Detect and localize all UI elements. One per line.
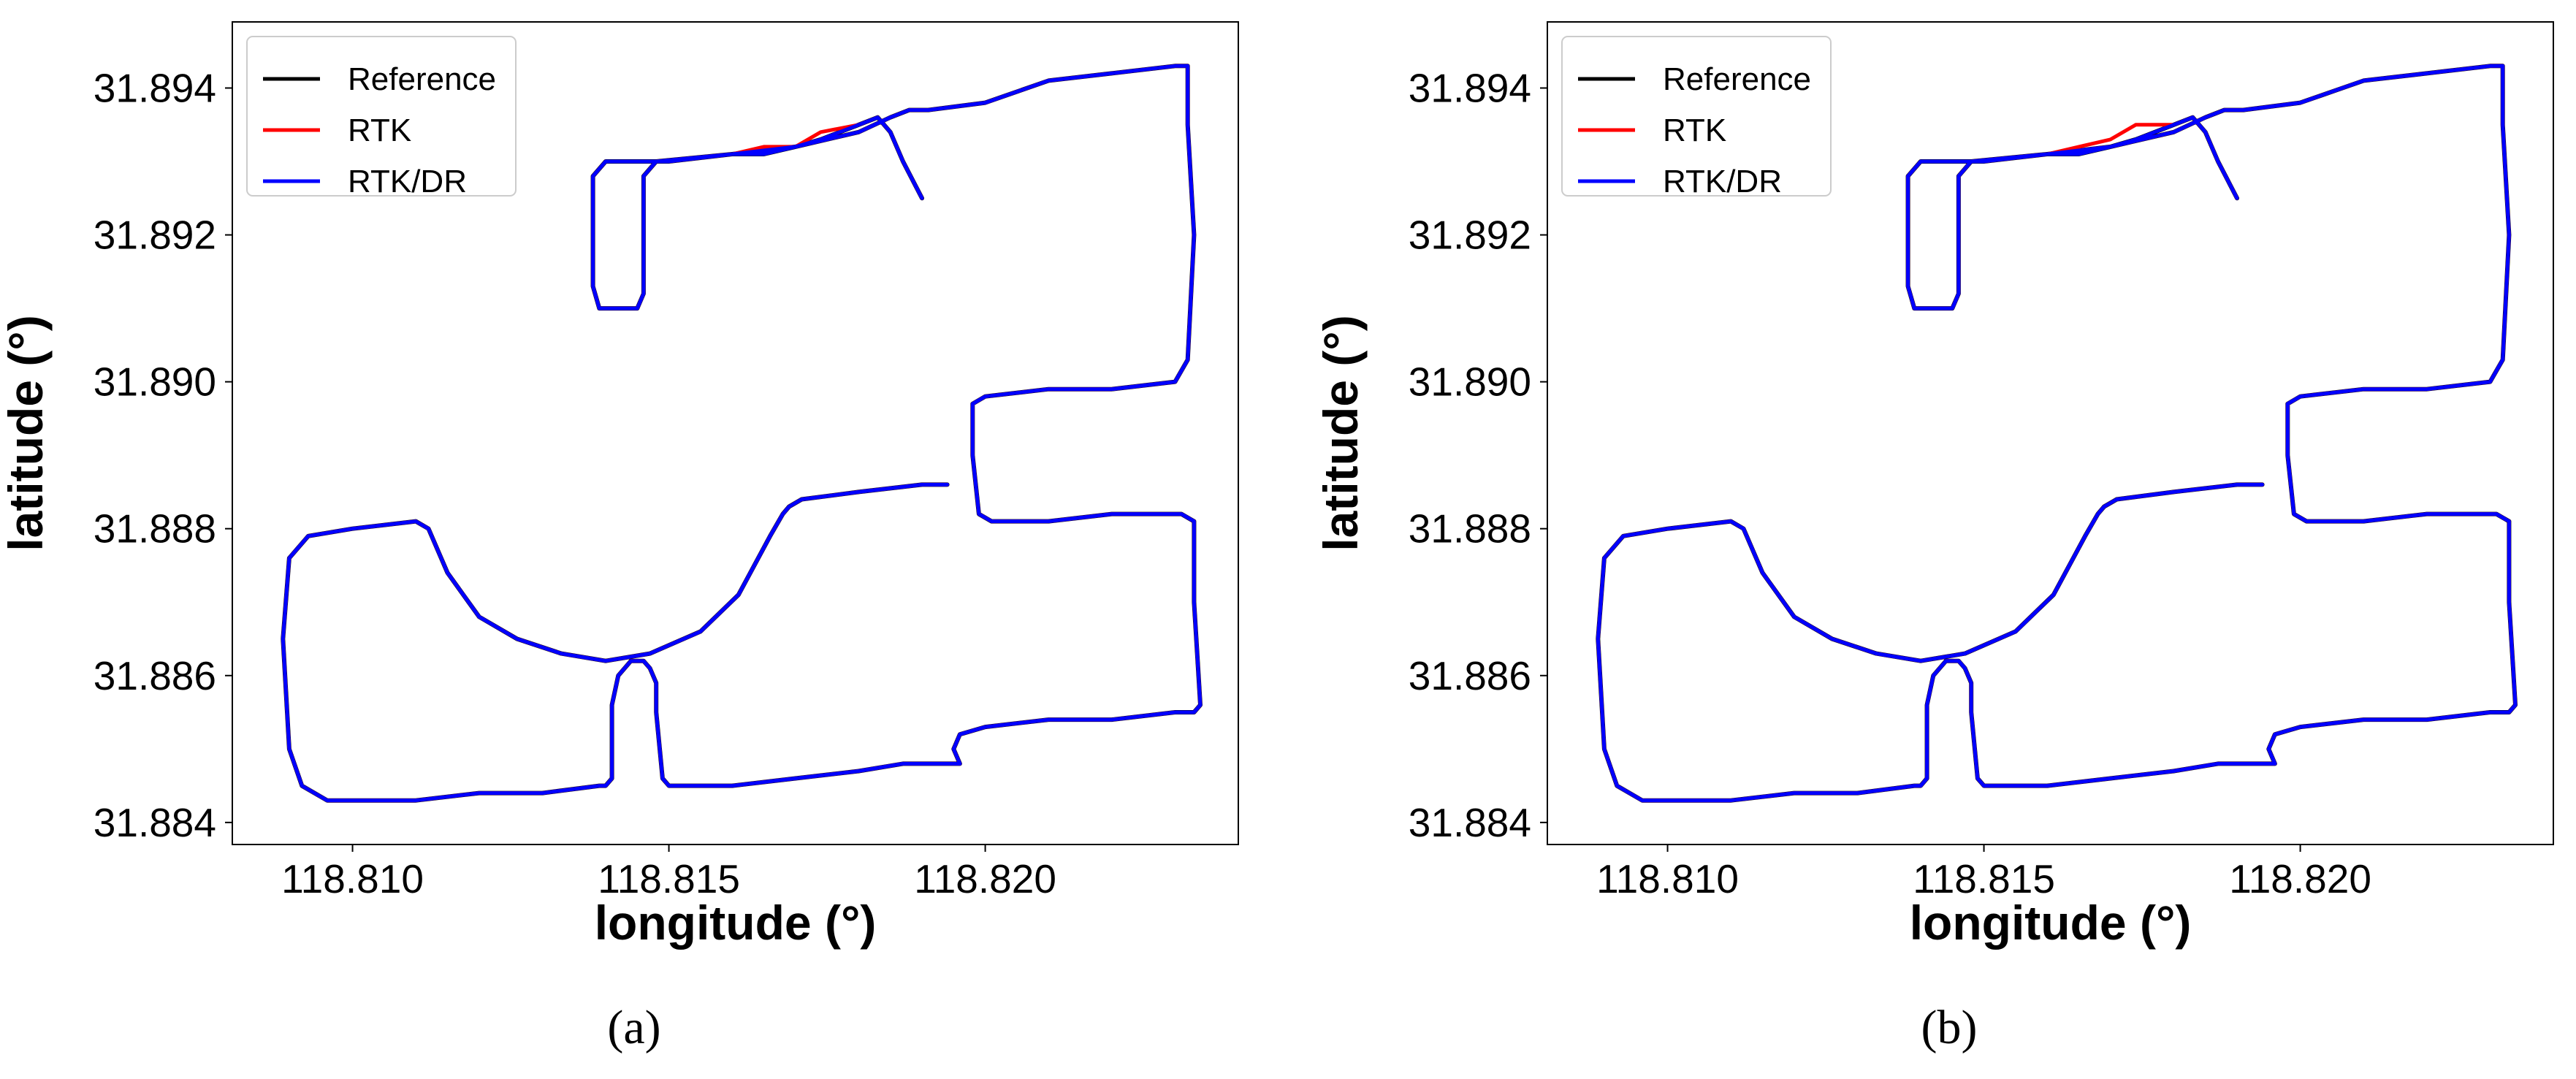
x-axis-title: longitude (°) xyxy=(595,896,877,950)
legend-label: Reference xyxy=(1663,61,1811,97)
y-tick-label: 31.888 xyxy=(94,506,216,552)
legend-label: RTK/DR xyxy=(348,164,467,199)
y-tick-label: 31.894 xyxy=(94,65,216,110)
y-tick-label: 31.888 xyxy=(1409,506,1531,552)
y-tick-label: 31.890 xyxy=(1409,359,1531,405)
legend-label: Reference xyxy=(348,61,496,97)
plot-frame xyxy=(232,21,1239,845)
y-tick-label: 31.884 xyxy=(94,800,216,845)
plot-frame xyxy=(1547,21,2554,845)
legend-label: RTK/DR xyxy=(1663,164,1782,199)
chart-panel-a: 118.810 118.815 118.820 31.884 31.886 31.888 3… xyxy=(0,21,1239,1054)
y-tick-label: 31.892 xyxy=(1409,213,1531,258)
chart-panel-b: 118.810 118.815 118.820 31.884 31.886 31.888 3… xyxy=(1314,21,2554,1054)
x-tick-label: 118.810 xyxy=(281,856,424,901)
panel-label: (b) xyxy=(1921,1001,1978,1054)
x-tick-label: 118.815 xyxy=(598,856,740,901)
x-axis-title: longitude (°) xyxy=(1910,896,2192,950)
y-tick-label: 31.886 xyxy=(94,653,216,698)
y-axis-title: latitude (°) xyxy=(0,315,53,551)
x-tick-label: 118.820 xyxy=(914,856,1056,901)
legend-box xyxy=(246,36,517,197)
y-tick-label: 31.886 xyxy=(1409,653,1531,698)
series-line-rtk-dr xyxy=(1596,64,2518,803)
y-tick-label: 31.890 xyxy=(94,359,216,405)
y-tick-label: 31.884 xyxy=(1409,800,1531,845)
legend-box xyxy=(1561,36,1832,197)
series-line-rtk-dr xyxy=(281,64,1203,803)
x-tick-label: 118.820 xyxy=(2229,856,2371,901)
panel-label: (a) xyxy=(607,1001,660,1054)
x-tick-label: 118.810 xyxy=(1596,856,1739,901)
legend-label: RTK xyxy=(1663,113,1726,148)
legend-label: RTK xyxy=(348,113,411,148)
y-axis-title: latitude (°) xyxy=(1314,315,1368,551)
y-tick-label: 31.894 xyxy=(1409,65,1531,110)
x-tick-label: 118.815 xyxy=(1913,856,2055,901)
y-tick-label: 31.892 xyxy=(94,213,216,258)
